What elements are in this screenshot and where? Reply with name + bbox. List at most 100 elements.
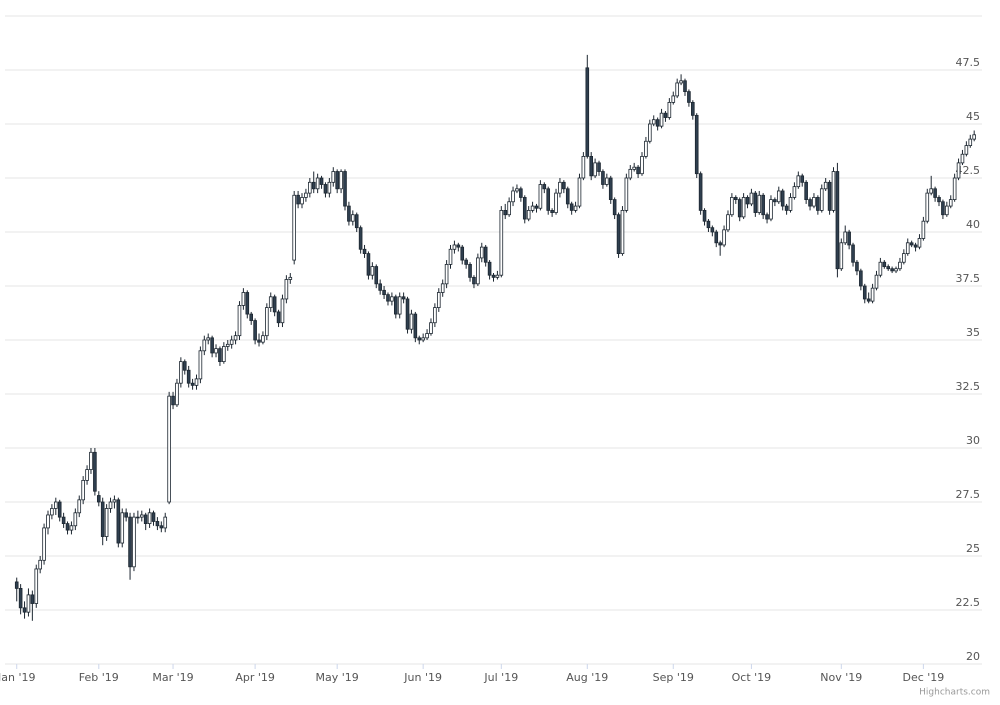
candle-body [749,192,754,205]
candle-body [933,188,937,198]
candle-body [171,395,175,406]
x-tick-label: Sep '19 [653,671,694,684]
candle-body [577,177,582,207]
candle-body [526,209,531,220]
candle-body [519,188,523,198]
candle-body [929,188,933,194]
candle-body [534,205,539,209]
candle-body [601,171,605,185]
x-tick-label: Dec '19 [902,671,944,684]
candle-body [85,469,89,481]
candle-body [112,499,117,503]
candle-body [128,516,132,568]
candle-body [651,119,656,125]
y-tick-label: 35 [966,326,980,339]
x-tick-label: Oct '19 [732,671,772,684]
candle-body [870,287,875,302]
candle-body [616,214,621,255]
y-tick-label: 30 [966,434,980,447]
candle-body [308,181,312,194]
y-tick-label: 47.5 [956,56,981,69]
candle-body [585,67,590,157]
candle-body [343,171,347,207]
candle-body [468,263,472,278]
candle-body [554,192,558,213]
candle-body [100,501,105,537]
candle-body [878,261,883,276]
candle-body [436,292,441,309]
x-tick-label: Nov '19 [820,671,862,684]
candle-body [253,320,257,341]
candle-body [530,205,535,211]
candle-body [941,201,945,216]
candle-body [562,181,566,190]
candle-body [671,95,676,103]
candle-body [855,261,859,272]
candle-body [718,242,722,246]
candle-body [800,175,805,183]
candle-body [276,311,281,324]
candle-body [456,244,461,248]
candle-body [902,253,906,263]
candle-body [702,209,707,222]
candle-body [116,499,121,544]
candle-body [948,199,953,207]
candle-body [89,451,93,471]
candle-body [386,294,390,302]
candle-body [952,177,957,201]
candle-body [77,499,82,514]
y-tick-label: 37.5 [956,272,981,285]
candle-body [38,559,42,570]
candle-body [487,261,492,276]
candle-body [292,194,296,261]
candle-body [479,246,484,259]
candle-body [839,242,844,270]
candle-body [54,501,58,509]
candle-body [714,231,719,244]
candle-body [804,181,808,201]
candle-body [710,227,715,233]
candle-body [284,279,289,300]
candle-body [741,197,746,218]
candle-body [640,155,644,175]
candle-body [190,382,195,386]
candle-body [624,177,629,211]
candle-body [964,145,969,155]
candle-body [304,192,308,198]
candle-body [761,194,765,216]
candle-body [683,80,687,93]
candle-body [159,525,164,529]
x-tick-label: Apr '19 [235,671,275,684]
candle-body [753,192,758,213]
candle-body [862,285,867,300]
candle-body [792,186,797,198]
candle-body [61,516,66,524]
candle-body [698,173,703,211]
candle-body [151,512,156,522]
candle-body [476,257,480,285]
candle-body [890,268,894,272]
candle-body [22,607,27,613]
candle-body [550,209,554,213]
candle-body [655,119,660,127]
candle-body [69,525,74,531]
candle-body [851,244,855,263]
candle-body [913,244,918,248]
x-tick-label: Jun '19 [403,671,442,684]
candle-body [593,162,597,177]
candle-body [202,339,207,352]
candle-body [241,292,246,306]
candle-body [351,214,355,222]
candle-body [370,266,375,276]
y-tick-label: 40 [966,218,980,231]
candle-body [784,205,789,211]
candle-body [464,259,468,265]
candle-body [186,369,191,384]
candle-body [726,214,730,231]
x-tick-label: Aug '19 [566,671,608,684]
candle-body [823,181,828,190]
candle-body [866,298,871,302]
candle-body [147,512,152,524]
candle-body [835,171,840,270]
candle-body [300,197,304,205]
